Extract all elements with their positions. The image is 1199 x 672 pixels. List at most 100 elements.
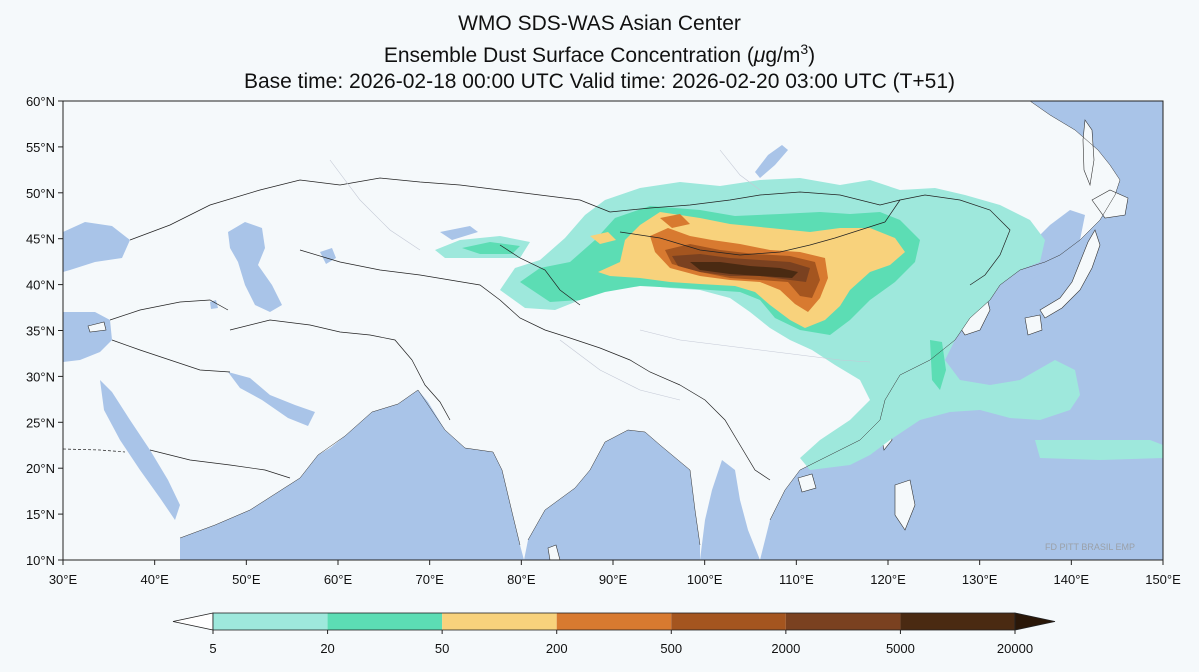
lat-tick-label: 60°N bbox=[26, 94, 55, 109]
border-kz-china bbox=[499, 244, 581, 306]
lat-tick-label: 30°N bbox=[26, 369, 55, 384]
lon-tick-label: 80°E bbox=[507, 572, 536, 587]
lon-tick-label: 40°E bbox=[140, 572, 169, 587]
lake-balkhash bbox=[440, 226, 478, 240]
bay-of-bengal bbox=[524, 430, 700, 560]
lake-baikal bbox=[755, 145, 788, 178]
lon-tick-label: 60°E bbox=[324, 572, 353, 587]
colorbar-tick-label: 500 bbox=[660, 641, 682, 656]
coast-bengal bbox=[527, 429, 701, 546]
sri-lanka bbox=[547, 544, 561, 560]
border-china-russia-ne bbox=[884, 194, 1011, 286]
border-arabia bbox=[111, 339, 231, 373]
lake-urmia bbox=[210, 300, 218, 309]
coast-east-china bbox=[769, 101, 1121, 521]
colorbar-extend-max bbox=[1014, 612, 1056, 631]
dust-level-20-west bbox=[462, 242, 520, 254]
persian-gulf bbox=[228, 372, 315, 426]
unit-rest: g/m bbox=[765, 44, 801, 67]
border-china-mongolia bbox=[619, 221, 886, 256]
lat-tick-label: 20°N bbox=[26, 461, 55, 476]
country-borders bbox=[63, 177, 1011, 481]
border-pakistan-india bbox=[411, 359, 451, 421]
colorbar-segment bbox=[327, 613, 443, 630]
aral-sea bbox=[320, 248, 336, 264]
colorbar-segment bbox=[442, 613, 557, 630]
time-line: Base time: 2026-02-18 00:00 UTC Valid ti… bbox=[243, 70, 956, 93]
lon-tick-label: 150°E bbox=[1145, 572, 1181, 587]
lon-tick-label: 140°E bbox=[1054, 572, 1090, 587]
colorbar-segment bbox=[785, 613, 901, 630]
colorbar: 5 20 50 200 500 2000 5000 20000 bbox=[172, 612, 1056, 656]
lon-tick-label: 70°E bbox=[415, 572, 444, 587]
subtitle-suffix: ) bbox=[808, 44, 816, 67]
coastlines bbox=[179, 101, 1121, 546]
river-3 bbox=[329, 159, 421, 251]
colorbar-frame bbox=[212, 612, 1016, 631]
river-1 bbox=[639, 329, 871, 363]
watermark: FD PITT BRASIL EMP bbox=[1045, 542, 1135, 552]
lat-tick-label: 40°N bbox=[26, 278, 55, 293]
lat-tick-label: 45°N bbox=[26, 232, 55, 247]
coast-asia-south bbox=[179, 389, 521, 546]
lat-tick-label: 35°N bbox=[26, 324, 55, 339]
dust-level-5-south bbox=[1035, 440, 1163, 460]
arabian-sea bbox=[180, 390, 524, 560]
colorbar-tick-label: 5000 bbox=[886, 641, 915, 656]
map-panel bbox=[63, 101, 1163, 560]
dust-level-200-patch bbox=[660, 214, 690, 228]
japan-kyushu bbox=[1024, 314, 1043, 336]
lat-tick-label: 15°N bbox=[26, 507, 55, 522]
lon-tick-label: 30°E bbox=[49, 572, 78, 587]
colorbar-extend-min bbox=[172, 612, 214, 631]
lon-tick-label: 100°E bbox=[687, 572, 723, 587]
colorbar-tick-label: 50 bbox=[435, 641, 449, 656]
rivers bbox=[329, 149, 871, 401]
border-russia-kz bbox=[129, 177, 611, 241]
lon-axis: 30°E 40°E 50°E 60°E 70°E 80°E 90°E 100°E 110°E 12… bbox=[49, 560, 1181, 587]
border-china-india bbox=[499, 299, 681, 386]
border-central-asia bbox=[299, 249, 501, 301]
dust-level-20-east bbox=[930, 340, 946, 390]
black-sea bbox=[63, 222, 130, 272]
cyprus bbox=[87, 321, 107, 333]
lat-tick-label: 50°N bbox=[26, 186, 55, 201]
lon-tick-label: 50°E bbox=[232, 572, 261, 587]
lat-tick-label: 55°N bbox=[26, 140, 55, 155]
river-4 bbox=[719, 149, 761, 191]
lat-axis: 60°N 55°N 50°N 45°N 40°N 35°N 30°N 25°N 20°N 15°N… bbox=[26, 94, 63, 568]
dust-layer-5000 bbox=[690, 262, 798, 278]
unit-exp: 3 bbox=[800, 41, 809, 57]
dust-level-5000-core bbox=[690, 262, 798, 278]
map-title: WMO SDS-WAS Asian Center bbox=[458, 12, 741, 35]
border-turkey-iran bbox=[109, 299, 229, 321]
river-2 bbox=[559, 339, 681, 401]
dust-level-50-west bbox=[590, 232, 616, 244]
unit-mu: μ bbox=[753, 44, 766, 67]
andaman-sea bbox=[700, 460, 760, 560]
colorbar-segment bbox=[900, 613, 1015, 630]
colorbar-segment bbox=[671, 613, 786, 630]
colorbar-tick-label: 200 bbox=[546, 641, 568, 656]
lon-tick-label: 130°E bbox=[962, 572, 998, 587]
subtitle-prefix: Ensemble Dust Surface Concentration ( bbox=[383, 44, 754, 67]
colorbar-segment bbox=[556, 613, 672, 630]
border-russia-mongolia bbox=[609, 191, 901, 213]
red-sea bbox=[100, 380, 180, 520]
colorbar-tick-label: 20 bbox=[320, 641, 334, 656]
map-subtitle: Ensemble Dust Surface Concentration (μg/… bbox=[0, 42, 1199, 66]
border-egypt-sudan bbox=[63, 448, 126, 453]
border-saudi-yemen bbox=[149, 449, 291, 479]
colorbar-tick-label: 2000 bbox=[771, 641, 800, 656]
japan-honshu bbox=[1039, 229, 1101, 319]
lat-tick-label: 10°N bbox=[26, 553, 55, 568]
luzon bbox=[894, 479, 916, 531]
lat-tick-label: 25°N bbox=[26, 415, 55, 430]
caspian-sea bbox=[228, 222, 282, 312]
border-se-asia bbox=[679, 384, 771, 481]
hainan bbox=[797, 473, 817, 493]
lon-tick-label: 120°E bbox=[870, 572, 906, 587]
colorbar-tick-label: 5 bbox=[209, 641, 216, 656]
lon-tick-label: 110°E bbox=[779, 572, 814, 587]
